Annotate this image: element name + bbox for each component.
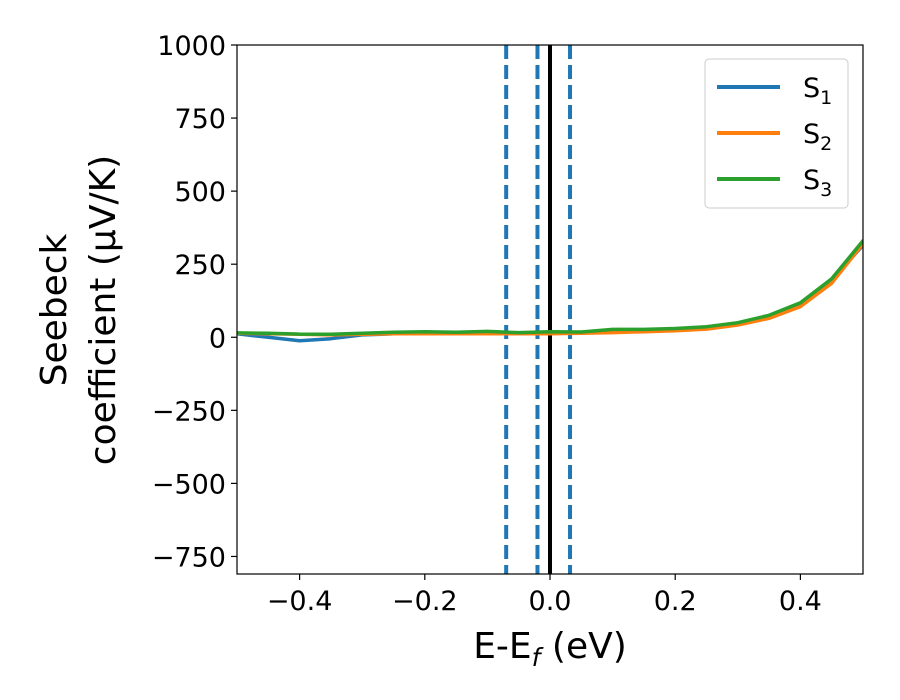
x-tick-label: −0.4: [267, 586, 333, 617]
series-lines: [237, 239, 863, 343]
x-axis: −0.4 −0.2 0.0 0.2 0.4: [267, 574, 822, 617]
y-tick-label: 750: [174, 104, 226, 135]
y-tick-label: −500: [152, 469, 226, 500]
y-axis: 1000 750 500 250 0 −250 −500 −750: [152, 31, 237, 573]
y-axis-title: Seebeck coefficient (μV/K): [34, 155, 124, 465]
y-tick-label: 1000: [157, 31, 226, 62]
x-tick-label: 0.4: [779, 586, 822, 617]
legend-label-s3: S3: [803, 165, 832, 201]
x-tick-label: 0.2: [654, 586, 697, 617]
y-axis-title-line2: coefficient (μV/K): [83, 155, 124, 465]
y-tick-label: −750: [152, 542, 226, 573]
y-axis-title-line1: Seebeck: [34, 233, 75, 386]
x-tick-label: 0.0: [529, 586, 572, 617]
y-tick-label: 250: [174, 250, 226, 281]
x-tick-label: −0.2: [392, 586, 458, 617]
y-tick-label: 500: [174, 177, 226, 208]
y-tick-label: −250: [152, 396, 226, 427]
reference-lines: [504, 45, 573, 574]
legend-label-s1: S1: [803, 73, 832, 109]
x-axis-title: E-Ef (eV): [473, 626, 627, 672]
series-line-s3: [237, 239, 863, 337]
legend: S1 S2 S3: [704, 58, 849, 209]
y-tick-label: 0: [209, 323, 226, 354]
legend-label-s2: S2: [803, 119, 832, 155]
